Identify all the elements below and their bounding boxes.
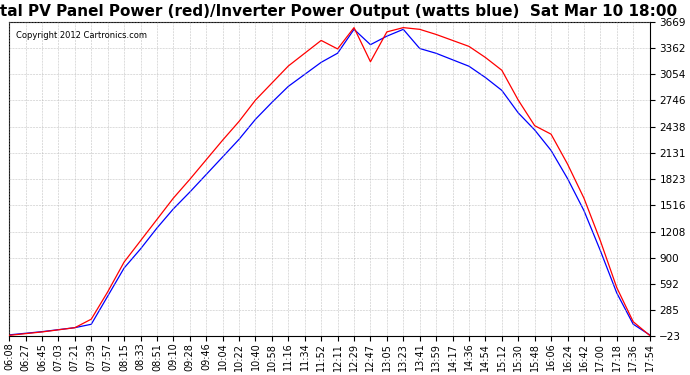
Text: Copyright 2012 Cartronics.com: Copyright 2012 Cartronics.com <box>16 31 146 40</box>
Title: Total PV Panel Power (red)/Inverter Power Output (watts blue)  Sat Mar 10 18:00: Total PV Panel Power (red)/Inverter Powe… <box>0 4 678 19</box>
